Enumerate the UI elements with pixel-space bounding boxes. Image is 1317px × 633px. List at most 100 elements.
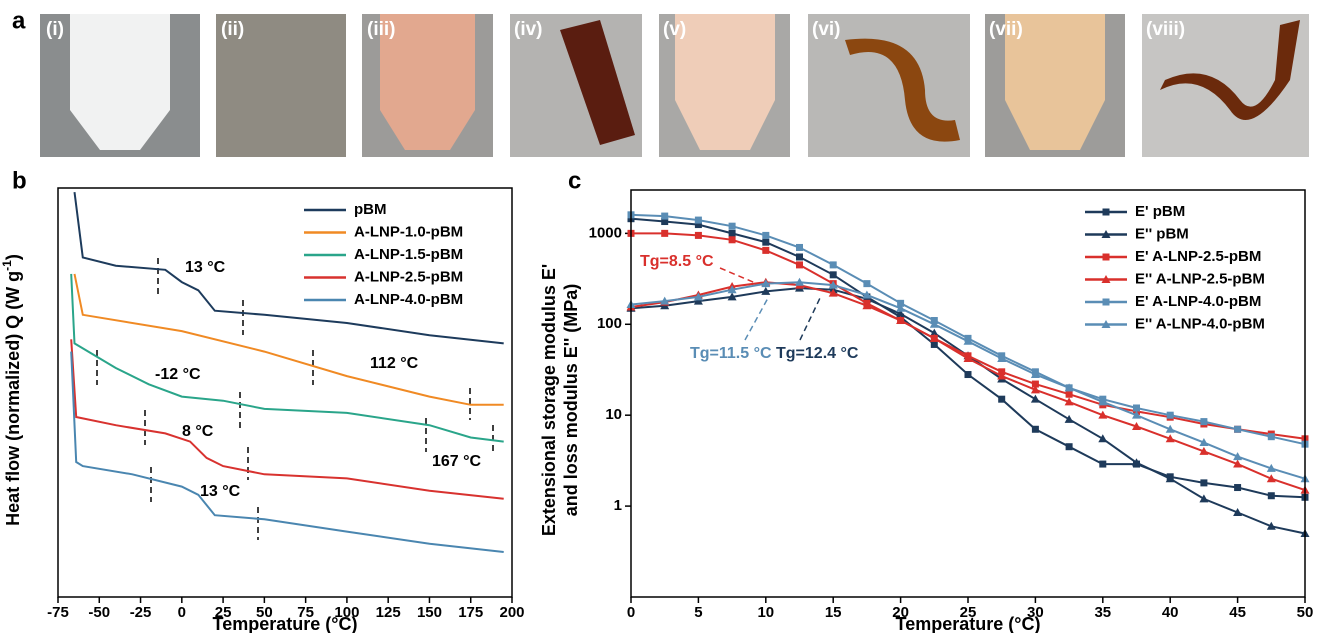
marker	[1101, 275, 1111, 283]
marker	[761, 286, 771, 295]
photo-label: (vii)	[989, 19, 1023, 40]
marker	[1133, 404, 1140, 412]
marker	[1031, 425, 1039, 433]
annotation: 112 °C	[370, 355, 419, 372]
y-tick-label: 1	[614, 497, 622, 514]
marker	[1165, 424, 1175, 433]
annotation: 13 °C	[185, 259, 226, 276]
marker	[1064, 383, 1074, 392]
marker	[897, 299, 905, 307]
marker	[1098, 410, 1108, 419]
marker	[1065, 390, 1073, 398]
x-axis-label: Temperature (°C)	[213, 614, 358, 633]
x-tick-label: 30	[1027, 604, 1044, 621]
marker	[896, 309, 906, 318]
marker	[929, 333, 939, 342]
x-tick-label: 100	[334, 604, 359, 621]
marker	[862, 290, 872, 299]
marker	[1266, 463, 1276, 472]
marker	[1200, 479, 1208, 487]
x-tick-label: 35	[1094, 604, 1111, 621]
x-tick-label: 20	[892, 604, 909, 621]
marker	[762, 238, 770, 246]
marker	[1132, 410, 1141, 419]
marker	[694, 216, 702, 224]
marker	[795, 277, 804, 286]
marker	[693, 292, 703, 301]
marker	[762, 231, 770, 239]
y-axis-label-text: Heat flow (normalized) Q (W g	[3, 271, 23, 526]
y-axis-label: Extensional storage modulus E'	[539, 264, 559, 536]
marker	[862, 301, 872, 310]
x-tick-label: 50	[256, 604, 273, 621]
series-line	[70, 273, 504, 443]
marker	[1064, 397, 1074, 406]
x-tick-label: 25	[215, 604, 232, 621]
marker	[1098, 397, 1108, 406]
marker	[1101, 320, 1111, 328]
photo-label: (ii)	[221, 19, 244, 40]
marker	[728, 229, 736, 237]
panel-label: c	[568, 167, 581, 194]
annotation: 167 °C	[432, 453, 482, 470]
y-axis-label: and loss modulus E'' (MPa)	[561, 284, 581, 517]
marker	[997, 354, 1007, 363]
tg-arrows	[719, 267, 821, 341]
marker	[1199, 494, 1209, 503]
x-tick-label: 0	[627, 604, 635, 621]
marker	[796, 261, 803, 269]
marker	[1030, 385, 1040, 394]
marker	[1200, 418, 1208, 426]
x-tick-label: 25	[960, 604, 977, 621]
marker	[1064, 414, 1074, 423]
marker	[1030, 394, 1040, 403]
marker	[963, 354, 973, 363]
marker	[1030, 370, 1040, 379]
arrow	[799, 297, 821, 341]
x-tick-label: 75	[297, 604, 314, 621]
legend-label: E' A-LNP-4.0-pBM	[1135, 293, 1261, 310]
marker	[1102, 298, 1110, 306]
series-line	[73, 191, 504, 345]
plot-frame	[630, 189, 1306, 598]
marker	[661, 229, 669, 237]
marker	[761, 279, 771, 288]
marker	[963, 336, 973, 345]
plot-frame	[57, 187, 513, 598]
marker	[998, 395, 1006, 403]
legend-label: E'' pBM	[1135, 225, 1189, 242]
marker	[1031, 380, 1039, 388]
legend-label: A-LNP-1.5-pBM	[354, 246, 463, 263]
marker	[1165, 434, 1175, 443]
annotation: Tg=8.5 °C	[640, 253, 714, 270]
series-line	[70, 339, 504, 500]
marker	[796, 253, 803, 261]
y-axis-label-sup: -1	[0, 260, 14, 271]
marker	[1266, 521, 1276, 530]
photo-content	[845, 38, 960, 142]
marker	[1102, 253, 1110, 261]
marker	[727, 292, 737, 301]
legend-label: E'' A-LNP-4.0-pBM	[1135, 315, 1265, 332]
marker	[661, 218, 669, 226]
photo-label: (iii)	[367, 19, 396, 40]
marker	[896, 316, 906, 325]
marker	[727, 285, 737, 294]
panel-label: a	[12, 7, 26, 34]
legend-label: A-LNP-2.5-pBM	[354, 268, 463, 285]
series-line	[630, 281, 1306, 492]
marker	[694, 221, 702, 229]
marker	[964, 371, 972, 379]
y-tick-label: 100	[597, 315, 622, 332]
marker	[1267, 433, 1275, 441]
marker	[728, 236, 736, 244]
marker	[694, 231, 702, 239]
photo-label: (i)	[46, 19, 64, 40]
marker	[929, 319, 939, 328]
x-tick-label: 150	[417, 604, 442, 621]
x-tick-label: 40	[1162, 604, 1179, 621]
marker	[930, 340, 938, 348]
legend-label: A-LNP-1.0-pBM	[354, 223, 463, 240]
annotation: Tg=11.5 °C	[690, 345, 772, 362]
marker	[1199, 438, 1209, 447]
